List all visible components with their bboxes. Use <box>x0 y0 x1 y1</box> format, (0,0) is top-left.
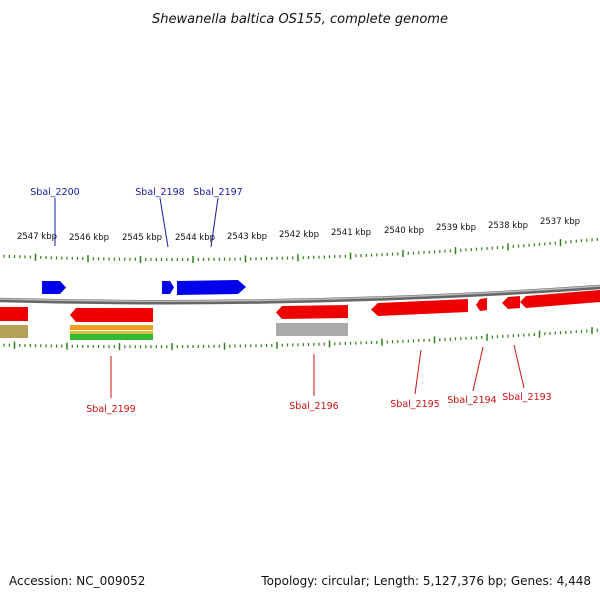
accession-text: Accession: NC_009052 <box>9 574 145 588</box>
gene-arrow-sbal-2195[interactable] <box>371 299 468 316</box>
ruler-label: 2547 kbp <box>17 232 57 242</box>
cog-bar-gray <box>276 323 348 336</box>
ruler-labels: 2547 kbp 2546 kbp 2545 kbp 2544 kbp 2543… <box>17 217 580 243</box>
backbone-shadow <box>0 284 600 305</box>
leader-line <box>513 344 525 389</box>
gene-label-reverse[interactable]: Sbal_2193 <box>502 392 551 403</box>
leader-line <box>472 346 484 392</box>
cog-bar-orange <box>70 325 153 330</box>
gene-label-reverse[interactable]: Sbal_2195 <box>390 399 439 410</box>
gene-arrow-sbal-2194[interactable] <box>476 298 487 311</box>
leader-line <box>414 349 422 395</box>
gene-arrow-sbal-2198[interactable] <box>162 281 174 294</box>
ruler-label: 2540 kbp <box>384 226 424 236</box>
gene-arrow-sbal-2196[interactable] <box>276 305 348 319</box>
genome-summary-text: Topology: circular; Length: 5,127,376 bp… <box>260 574 591 588</box>
gene-label-reverse[interactable]: Sbal_2199 <box>86 404 135 415</box>
ruler-label: 2539 kbp <box>436 223 476 233</box>
gene-arrow-next[interactable] <box>520 290 600 308</box>
reverse-gene-labels: Sbal_2199 Sbal_2196 Sbal_2195 Sbal_2194 … <box>86 344 552 415</box>
ruler-label: 2542 kbp <box>279 230 319 240</box>
forward-gene-labels: Sbal_2200 Sbal_2198 Sbal_2197 <box>30 187 243 248</box>
cog-bar-green <box>70 334 153 340</box>
ruler-ticks-lower <box>3 327 598 351</box>
gene-arrow-sbal-2193[interactable] <box>502 296 520 309</box>
gene-arrow-sbal-2197[interactable] <box>177 280 246 295</box>
ruler-label: 2538 kbp <box>488 221 528 231</box>
forward-genes <box>42 280 246 295</box>
ruler-label: 2543 kbp <box>227 232 267 242</box>
gene-arrow-partial[interactable] <box>0 307 28 321</box>
gene-label-forward[interactable]: Sbal_2200 <box>30 187 79 198</box>
cog-bars <box>0 323 348 340</box>
genome-backbone <box>0 284 600 305</box>
ruler-label: 2544 kbp <box>175 233 215 243</box>
gene-label-forward[interactable]: Sbal_2198 <box>135 187 184 198</box>
ruler-label: 2541 kbp <box>331 228 371 238</box>
cog-bar-olive <box>0 325 28 338</box>
cog-bar-yellow <box>70 331 153 334</box>
gene-label-reverse[interactable]: Sbal_2194 <box>447 395 496 406</box>
gene-arrow-sbal-2200[interactable] <box>42 281 66 294</box>
reverse-genes <box>0 290 600 322</box>
ruler-label: 2546 kbp <box>69 233 109 243</box>
leader-line <box>210 197 219 248</box>
ruler-label: 2545 kbp <box>122 233 162 243</box>
gene-label-forward[interactable]: Sbal_2197 <box>193 187 242 198</box>
gene-arrow-sbal-2199[interactable] <box>70 308 153 322</box>
leader-line <box>159 197 169 248</box>
ruler-ticks-upper <box>3 237 598 263</box>
map-title: Shewanella baltica OS155, complete genom… <box>152 12 448 27</box>
gene-label-reverse[interactable]: Sbal_2196 <box>289 401 338 412</box>
backbone-highlight <box>0 285 600 302</box>
ruler-label: 2537 kbp <box>540 217 580 227</box>
